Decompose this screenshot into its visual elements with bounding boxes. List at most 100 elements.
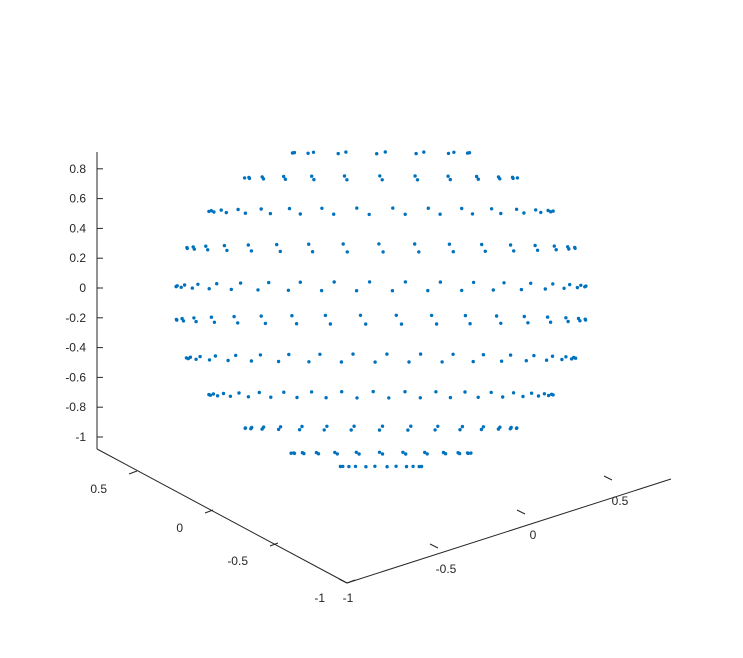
- y-tick-label: -0.5: [227, 554, 248, 568]
- data-point: [496, 175, 501, 179]
- data-point: [307, 242, 311, 246]
- data-point: [451, 352, 455, 356]
- data-point: [535, 248, 540, 252]
- data-point: [325, 424, 329, 428]
- data-point: [536, 394, 541, 398]
- data-point: [481, 353, 486, 357]
- z-tick-label: 0.2: [69, 251, 86, 265]
- data-point: [300, 424, 304, 429]
- data-point: [380, 178, 384, 182]
- data-point: [263, 321, 268, 326]
- data-point: [552, 244, 556, 248]
- data-point: [489, 390, 493, 395]
- x-tick-label: -1: [343, 591, 354, 605]
- data-point: [298, 280, 302, 284]
- data-point: [275, 242, 279, 247]
- data-point: [501, 395, 505, 399]
- y-tick-label: -1: [314, 591, 325, 605]
- data-point: [307, 360, 311, 364]
- data-point: [236, 321, 240, 325]
- data-point: [211, 392, 216, 396]
- data-point: [404, 464, 409, 469]
- data-point: [463, 390, 467, 394]
- data-point: [467, 151, 472, 155]
- data-point: [401, 450, 405, 454]
- data-point: [387, 396, 391, 400]
- data-point: [448, 395, 453, 400]
- data-point: [550, 354, 555, 358]
- data-point: [560, 357, 564, 362]
- x-axis-line: [346, 478, 672, 584]
- data-point: [460, 288, 464, 293]
- data-point: [373, 464, 377, 468]
- data-point: [403, 280, 408, 284]
- data-point: [418, 352, 423, 356]
- data-point: [261, 177, 266, 181]
- data-point: [519, 287, 524, 292]
- sphere-points: [174, 150, 588, 469]
- data-point: [546, 208, 550, 213]
- data-point: [243, 211, 248, 215]
- y-tick-label: 0: [176, 521, 183, 535]
- data-point: [283, 177, 288, 181]
- data-point: [287, 352, 291, 357]
- data-point: [354, 289, 359, 293]
- data-point: [302, 451, 306, 456]
- data-point: [290, 314, 294, 318]
- data-point: [566, 245, 570, 249]
- data-point: [190, 286, 194, 290]
- data-point: [446, 174, 450, 178]
- data-point: [414, 151, 418, 156]
- data-point: [394, 313, 398, 317]
- data-point: [407, 360, 411, 364]
- data-point: [257, 390, 261, 395]
- data-point: [498, 425, 502, 429]
- data-point: [446, 151, 451, 156]
- data-point: [267, 280, 271, 285]
- data-point: [175, 318, 179, 322]
- data-point: [249, 359, 254, 363]
- data-point: [417, 464, 421, 469]
- data-point: [499, 211, 503, 216]
- data-point: [339, 360, 344, 364]
- z-tick-label: -0.6: [65, 370, 86, 384]
- data-point: [322, 428, 326, 432]
- data-point: [215, 282, 219, 286]
- data-point: [460, 424, 465, 429]
- z-tick-label: 0.6: [69, 192, 86, 206]
- data-point: [451, 250, 455, 254]
- data-point: [521, 394, 525, 399]
- x-tick: [429, 543, 439, 549]
- x-tick: [516, 509, 526, 515]
- data-point: [415, 178, 420, 182]
- data-point: [542, 392, 547, 396]
- x-tick-label: -0.5: [436, 562, 457, 576]
- data-point: [246, 243, 250, 247]
- data-point: [566, 319, 570, 324]
- data-point: [287, 206, 292, 211]
- data-point: [306, 151, 310, 155]
- data-point: [371, 389, 375, 394]
- data-point: [276, 427, 281, 432]
- data-point: [383, 150, 387, 154]
- data-point: [385, 352, 389, 356]
- data-point: [411, 464, 415, 469]
- data-point: [345, 178, 349, 182]
- data-point: [186, 356, 190, 361]
- data-point: [394, 464, 398, 468]
- data-point: [385, 465, 389, 469]
- data-point: [549, 392, 554, 396]
- z-tick-label: -0.4: [65, 341, 86, 355]
- data-point: [499, 359, 504, 363]
- data-point: [238, 281, 243, 285]
- data-point: [194, 319, 198, 324]
- data-point: [515, 176, 520, 180]
- data-point: [508, 243, 513, 247]
- data-point: [546, 393, 551, 398]
- z-tick-label: 0.8: [69, 162, 86, 176]
- data-point: [481, 425, 486, 429]
- data-point: [494, 314, 499, 318]
- data-point: [181, 319, 186, 323]
- data-point: [423, 450, 427, 455]
- data-point: [373, 360, 377, 364]
